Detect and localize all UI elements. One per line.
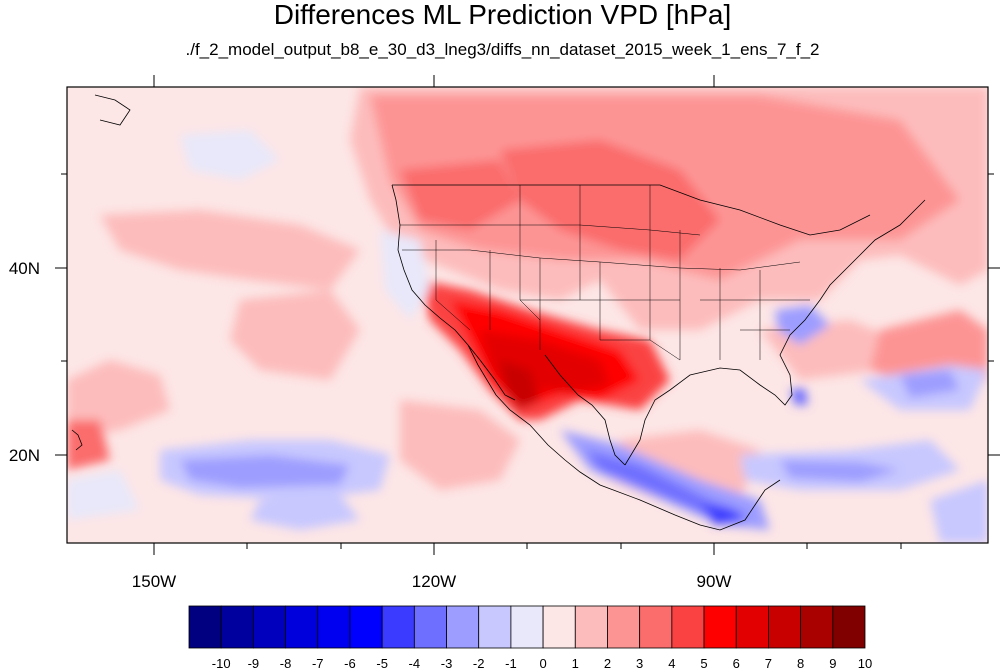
colorbar-label: -10 <box>212 656 231 671</box>
colorbar-swatch <box>413 605 447 649</box>
colorbar-label: 3 <box>636 656 643 671</box>
colorbar-swatch <box>639 605 673 649</box>
colorbar-swatch <box>446 605 480 649</box>
colorbar-label: 2 <box>604 656 611 671</box>
colorbar-label: -7 <box>312 656 324 671</box>
lon-label-90w: 90W <box>697 572 732 591</box>
colorbar-swatch <box>478 605 512 649</box>
lon-label-120w: 120W <box>412 572 456 591</box>
colorbar-label: 1 <box>572 656 579 671</box>
colorbar: -10 -9 -8 -7 -6 -5 -4 -3 -2 -1 0 1 2 3 4 5 6 7 8 9 10 <box>188 605 872 671</box>
colorbar-swatch <box>252 605 286 649</box>
colorbar-label: -8 <box>280 656 292 671</box>
colorbar-label: 4 <box>668 656 675 671</box>
colorbar-swatch <box>188 605 222 649</box>
colorbar-label: 0 <box>539 656 546 671</box>
chart-title: Differences ML Prediction VPD [hPa] <box>273 0 732 30</box>
colorbar-label: 9 <box>829 656 836 671</box>
colorbar-swatch <box>317 605 351 649</box>
colorbar-label: -9 <box>248 656 260 671</box>
colorbar-label: 6 <box>733 656 740 671</box>
colorbar-label: -2 <box>473 656 485 671</box>
colorbar-swatch <box>703 605 737 649</box>
colorbar-swatch <box>349 605 383 649</box>
colorbar-label: -4 <box>409 656 421 671</box>
colorbar-label: 7 <box>765 656 772 671</box>
colorbar-label: 8 <box>797 656 804 671</box>
colorbar-label: -6 <box>344 656 356 671</box>
lat-label-20n: 20N <box>9 446 40 465</box>
colorbar-swatch <box>607 605 641 649</box>
colorbar-swatch <box>220 605 254 649</box>
colorbar-swatch <box>285 605 319 649</box>
lon-label-150w: 150W <box>132 572 176 591</box>
lat-label-40n: 40N <box>9 259 40 278</box>
colorbar-swatch <box>800 605 834 649</box>
colorbar-swatch <box>542 605 576 649</box>
colorbar-swatch <box>574 605 608 649</box>
colorbar-label: 10 <box>858 656 872 671</box>
colorbar-swatch <box>735 605 769 649</box>
colorbar-swatch <box>671 605 705 649</box>
colorbar-swatch <box>381 605 415 649</box>
colorbar-label: -5 <box>376 656 388 671</box>
axis-ticks <box>55 75 1000 555</box>
field-layer <box>67 87 988 543</box>
chart-subtitle: ./f_2_model_output_b8_e_30_d3_lneg3/diff… <box>185 40 820 59</box>
colorbar-swatch <box>832 605 866 649</box>
colorbar-swatch <box>510 605 544 649</box>
state-borders <box>400 185 810 361</box>
colorbar-label: 5 <box>700 656 707 671</box>
colorbar-label: -1 <box>505 656 517 671</box>
colorbar-label: -3 <box>441 656 453 671</box>
coastlines <box>71 94 926 531</box>
colorbar-swatch <box>768 605 802 649</box>
